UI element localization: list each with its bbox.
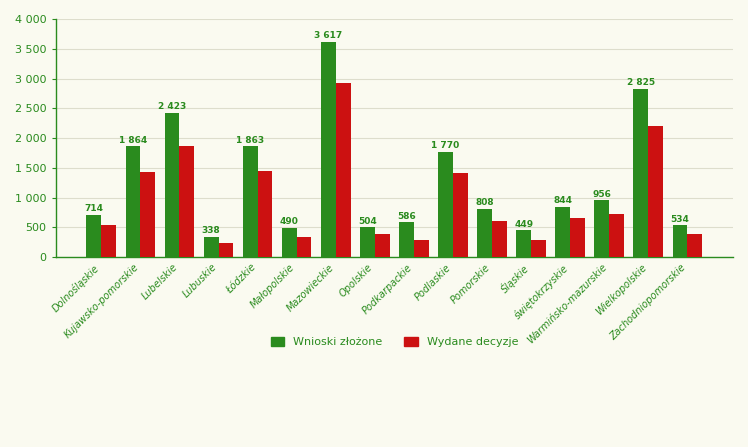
- Text: 2 423: 2 423: [158, 102, 186, 111]
- Bar: [609, 214, 624, 257]
- Bar: [555, 207, 570, 257]
- Text: 504: 504: [358, 216, 377, 226]
- Bar: [336, 83, 351, 257]
- Text: 714: 714: [85, 204, 103, 213]
- Text: 1 770: 1 770: [432, 141, 459, 150]
- Bar: [165, 113, 180, 257]
- Bar: [634, 89, 649, 257]
- Text: 338: 338: [202, 227, 221, 236]
- Bar: [360, 227, 375, 257]
- Text: 844: 844: [554, 196, 572, 205]
- Bar: [649, 126, 663, 257]
- Bar: [375, 234, 390, 257]
- Legend: Wnioski złożone, Wydane decyzje: Wnioski złożone, Wydane decyzje: [266, 333, 523, 352]
- Bar: [687, 234, 702, 257]
- Text: 449: 449: [514, 220, 533, 229]
- Bar: [453, 173, 468, 257]
- Text: 808: 808: [475, 198, 494, 207]
- Text: 3 617: 3 617: [314, 31, 343, 40]
- Bar: [101, 225, 116, 257]
- Bar: [399, 222, 414, 257]
- Bar: [203, 237, 218, 257]
- Bar: [438, 152, 453, 257]
- Bar: [492, 221, 507, 257]
- Bar: [126, 146, 141, 257]
- Text: 534: 534: [670, 215, 690, 224]
- Text: 1 864: 1 864: [119, 135, 147, 144]
- Text: 1 863: 1 863: [236, 135, 264, 145]
- Bar: [218, 243, 233, 257]
- Text: 2 825: 2 825: [627, 78, 655, 87]
- Bar: [243, 146, 257, 257]
- Bar: [570, 218, 585, 257]
- Bar: [282, 228, 297, 257]
- Text: 490: 490: [280, 217, 298, 226]
- Bar: [180, 146, 194, 257]
- Bar: [141, 172, 155, 257]
- Bar: [297, 236, 311, 257]
- Bar: [516, 231, 531, 257]
- Text: 586: 586: [397, 212, 416, 221]
- Bar: [321, 42, 336, 257]
- Bar: [87, 215, 101, 257]
- Bar: [672, 225, 687, 257]
- Bar: [414, 240, 429, 257]
- Bar: [477, 209, 492, 257]
- Bar: [595, 200, 609, 257]
- Text: 956: 956: [592, 190, 611, 198]
- Bar: [531, 240, 546, 257]
- Bar: [257, 170, 272, 257]
